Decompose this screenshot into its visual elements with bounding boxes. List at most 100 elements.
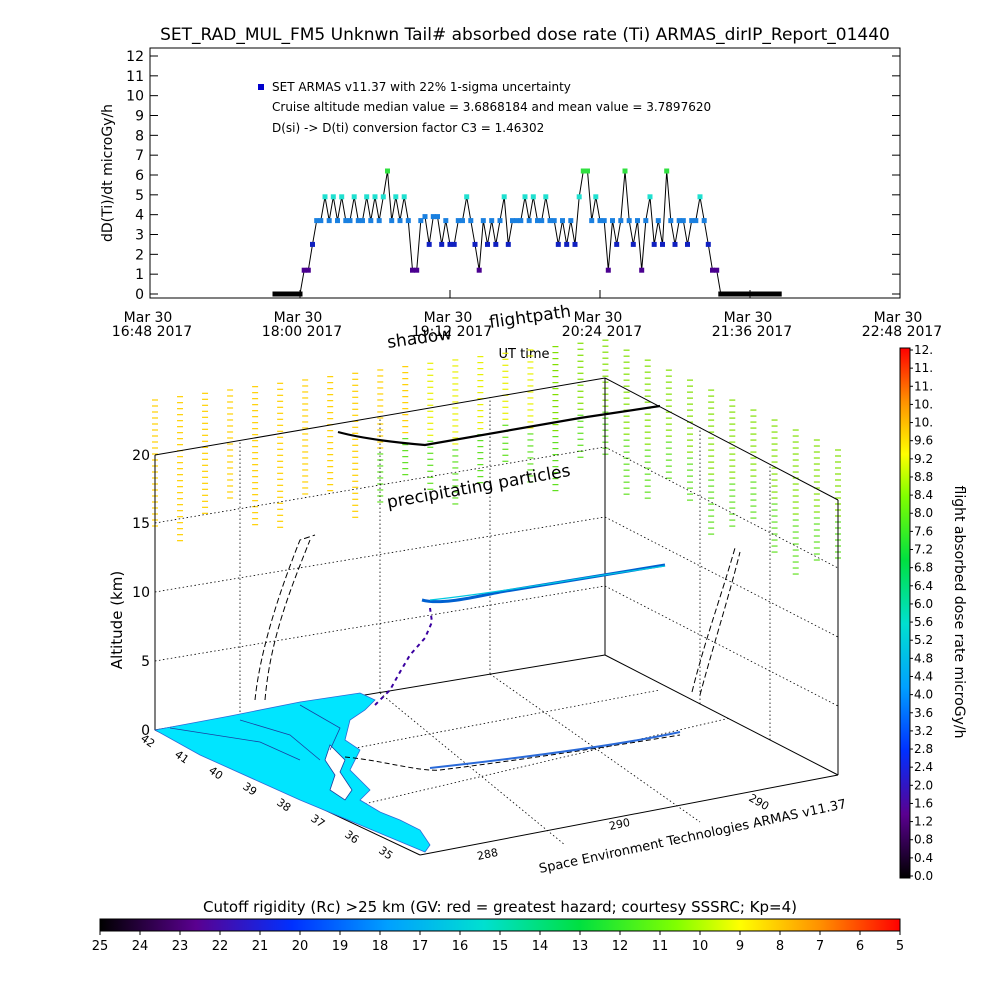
altitude-tick-label: 15 [132,516,150,532]
data-point [764,291,770,297]
rigidity-colorbar-tick-label: 7 [816,939,824,954]
data-point [355,218,361,224]
data-point [689,218,695,224]
data-point [422,214,428,220]
data-point [501,194,507,200]
data-point [297,291,303,297]
data-point [497,218,503,224]
dose-colorbar-tick-label: 0.8 [914,833,933,847]
dose-colorbar-tick-label: 2.0 [914,778,933,792]
projection-right [691,547,736,693]
data-point [539,218,545,224]
data-point [635,218,640,224]
data-point [414,267,420,273]
dose-colorbar-tick-label: 4.0 [914,688,933,702]
dose-colorbar-tick-label: 10. [914,416,933,430]
data-point [589,218,595,224]
data-point [280,291,286,297]
dose-colorbar-gradient [899,347,911,879]
data-point [701,218,707,224]
particle-columns [152,339,841,575]
data-point [547,218,553,224]
data-point [326,218,332,224]
data-point [451,241,457,247]
data-point [339,194,345,200]
y-tick-label: 10 [126,89,144,105]
y-tick-label: 7 [135,148,144,164]
land-area [153,692,431,853]
dose-colorbar-tick-label: 8.0 [914,506,933,520]
dose-colorbar-tick-label: 0.0 [914,869,933,883]
data-point [772,291,778,297]
x-tick-label-time: 16:48 2017 [112,324,192,340]
data-point [372,194,378,200]
data-point [468,218,474,224]
data-point [351,194,357,200]
data-point [360,218,365,224]
data-point [397,218,403,224]
x-tick-label-date: Mar 30 [874,310,923,326]
annotation-shadow: shadow [386,324,453,353]
dose-colorbar-tick-label: 7.2 [914,543,933,557]
legend: SET ARMAS v11.37 with 22% 1-sigma uncert… [258,80,711,135]
data-point [376,218,382,224]
altitude-ticks: 0 5 10 15 20 [132,448,150,739]
dose-colorbar-tick-label: 7.6 [914,524,933,538]
altitude-tick-label: 20 [132,448,150,464]
data-point [580,168,586,174]
water-bay [324,744,353,801]
chart-title: SET_RAD_MUL_FM5 Unknwn Tail# absorbed do… [160,25,890,45]
data-point [568,218,574,224]
data-point [289,291,295,297]
rigidity-colorbar-tick-label: 18 [372,939,389,954]
legend-note-conversion: D(si) -> D(ti) conversion factor C3 = 1.… [272,121,544,135]
legend-series: SET ARMAS v11.37 with 22% 1-sigma uncert… [272,80,571,94]
dose-rate-line [275,170,780,295]
rigidity-colorbar-tick-label: 22 [212,939,229,954]
data-point [622,168,628,174]
y-tick-label: 0 [135,287,144,303]
data-point [630,241,636,247]
y-tick-label: 1 [135,267,144,283]
data-point [301,267,307,273]
lon-tick-back-290: 290 [747,791,772,813]
data-point [401,194,407,200]
dose-rate-points [272,168,782,297]
dose-colorbar-tick-label: 2.8 [914,742,933,756]
data-point [439,241,445,247]
rigidity-colorbar-tick-label: 15 [492,939,509,954]
latitude-tick-label: 37 [308,812,327,831]
data-point [505,241,511,247]
dose-colorbar-tick-label: 6.0 [914,597,933,611]
data-point [555,241,561,247]
y-axis-label: dD(Ti)/dt microGy/h [100,104,116,242]
data-point [639,267,645,273]
data-point [435,214,440,220]
rigidity-colorbar-tick-label: 17 [412,939,429,954]
data-point [660,241,665,247]
data-point [443,218,449,224]
data-point [776,291,782,297]
altitude-tick-label: 0 [141,723,150,739]
data-point [522,194,528,200]
data-point [330,194,336,200]
projection-left [254,534,316,701]
x-tick-label-time: 21:36 2017 [712,324,792,340]
data-point [614,241,620,247]
flight-track-climb [374,607,434,706]
data-point [676,218,682,224]
dose-colorbar-tick-label: 4.4 [914,669,933,683]
data-point [730,291,736,297]
data-point [710,267,715,273]
data-point [680,218,686,224]
rigidity-colorbar: Cutoff rigidity (Rc) >25 km (GV: red = g… [92,898,904,954]
altitude-tick-label: 10 [132,585,150,601]
altitude-axis-label: Altitude (km) [108,571,126,669]
x-tick-label-time: 18:00 2017 [262,324,342,340]
dose-colorbar-tick-label: 0.4 [914,851,933,865]
data-point [551,218,557,224]
data-point [722,291,728,297]
data-point [472,241,478,247]
